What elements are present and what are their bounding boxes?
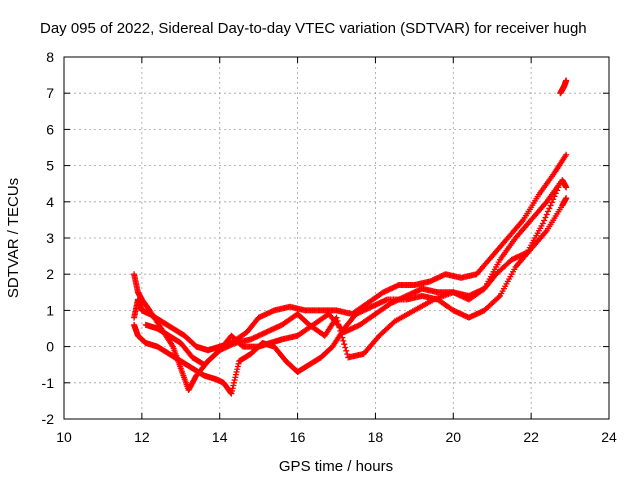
data-point	[539, 220, 546, 227]
grid	[64, 57, 609, 419]
data-point	[542, 214, 549, 221]
y-tick-label: 1	[46, 302, 54, 318]
data-point	[545, 208, 552, 215]
series-track-3	[131, 195, 570, 397]
data-points	[131, 77, 570, 397]
data-point	[546, 205, 553, 212]
x-tick-label: 12	[134, 429, 150, 445]
data-point	[554, 187, 561, 194]
data-point	[563, 184, 570, 191]
data-point	[495, 294, 502, 301]
plot-frame	[63, 56, 610, 420]
x-tick-label: 24	[601, 429, 617, 445]
data-point	[343, 347, 350, 354]
data-point	[555, 184, 562, 191]
data-point	[541, 217, 548, 224]
x-tick-label: 16	[290, 429, 306, 445]
data-point	[341, 341, 348, 348]
data-point	[340, 337, 347, 344]
y-tick-label: 7	[46, 85, 54, 101]
chart-title: Day 095 of 2022, Sidereal Day-to-day VTE…	[40, 20, 587, 37]
data-point	[563, 195, 570, 202]
y-tick-label: 6	[46, 121, 54, 137]
data-point	[547, 202, 554, 209]
x-tick-label: 18	[368, 429, 384, 445]
y-axis-label: SDTVAR / TECUs	[5, 178, 22, 298]
data-point	[563, 77, 570, 84]
data-point	[563, 151, 570, 158]
series-track-5	[557, 77, 570, 97]
y-tick-label: 2	[46, 266, 54, 282]
x-tick-label: 14	[212, 429, 228, 445]
x-tick-label: 10	[56, 429, 72, 445]
y-tick-label: 4	[46, 194, 54, 210]
series-track-4	[142, 184, 562, 368]
data-point	[548, 199, 555, 206]
y-tick-label: 8	[46, 49, 54, 65]
data-point	[543, 211, 550, 218]
x-tick-label: 20	[445, 429, 461, 445]
data-point	[344, 351, 351, 358]
data-point	[550, 196, 557, 203]
y-tick-label: 5	[46, 158, 54, 174]
y-tick-label: 0	[46, 339, 54, 355]
data-point	[552, 190, 559, 197]
x-tick-label: 22	[523, 429, 539, 445]
y-tick-label: 3	[46, 230, 54, 246]
y-tick-label: -1	[42, 375, 55, 391]
data-point	[551, 193, 558, 200]
y-tick-label: -2	[42, 411, 55, 427]
data-point	[342, 344, 349, 351]
x-axis-label: GPS time / hours	[279, 458, 393, 475]
